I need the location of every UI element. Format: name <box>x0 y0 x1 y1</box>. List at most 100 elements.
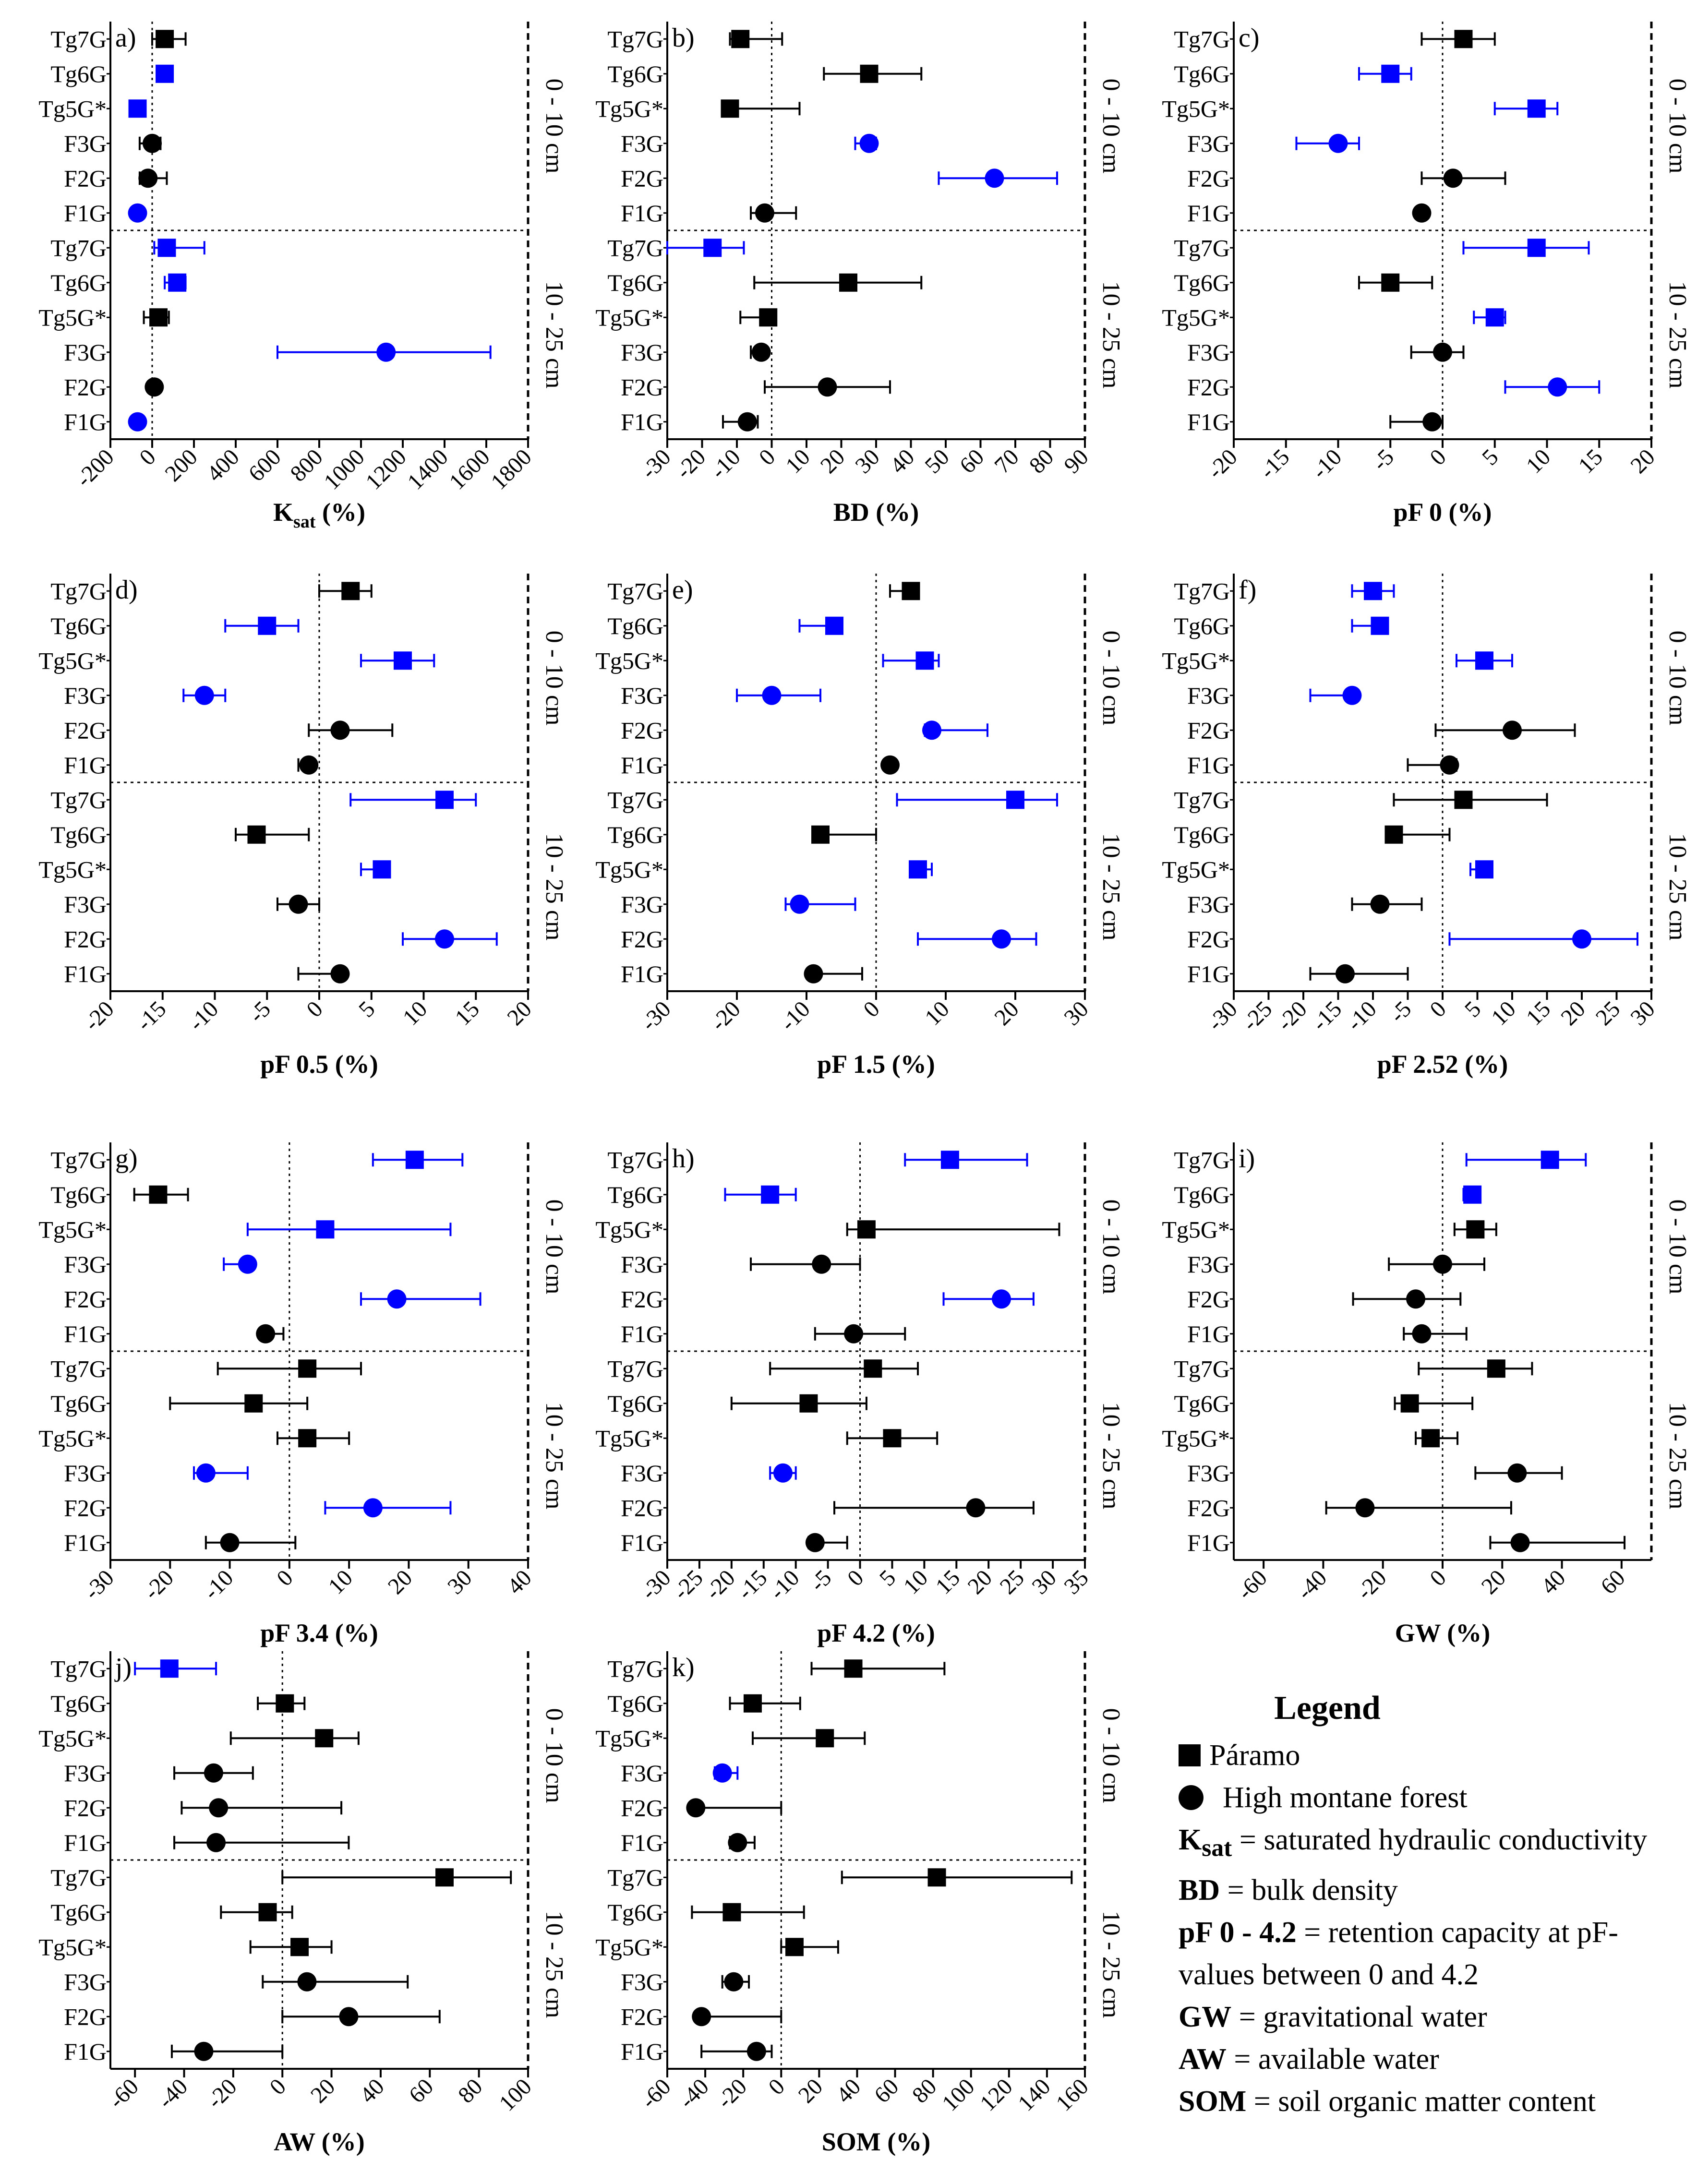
y-category-label: F2G <box>1187 925 1230 952</box>
y-category-label: F3G <box>64 130 107 157</box>
x-tick-label: -30 <box>1203 996 1242 1036</box>
x-axis-title: Ksat (%) <box>273 498 365 532</box>
data-point-square <box>315 1729 334 1748</box>
y-category-label: F3G <box>621 1251 663 1278</box>
panel-c: c) -20 -15 -10 -5 0 5 10 15 20 pF 0 (%) 0 - 10 cm 10… <box>1162 22 1691 527</box>
data-point-circle <box>144 377 164 397</box>
data-point-square <box>940 1151 959 1169</box>
x-tick-label: -10 <box>765 1565 805 1605</box>
y-category-label: F1G <box>64 960 107 987</box>
x-tick-label: 20 <box>1556 996 1590 1030</box>
panel-letter: e) <box>672 575 693 605</box>
y-category-label: F3G <box>621 1968 663 1995</box>
depth-label: 10 - 25 cm <box>541 833 568 941</box>
data-point-square <box>316 1220 335 1239</box>
y-category-label: F1G <box>621 1529 663 1556</box>
y-category-label: F1G <box>64 1320 107 1347</box>
data-point-square <box>435 1868 454 1887</box>
y-category-label: Tg7G <box>607 1864 663 1891</box>
y-category-label: Tg6G <box>607 269 663 296</box>
data-point-square <box>864 1359 882 1378</box>
data-point-square <box>759 308 778 327</box>
y-category-label: F3G <box>64 1251 107 1278</box>
x-tick-label: 120 <box>975 2074 1017 2116</box>
y-category-label: F1G <box>64 408 107 435</box>
x-tick-label: -60 <box>1232 1565 1272 1605</box>
x-tick-label: 0 <box>842 1565 868 1591</box>
data-point-square <box>1475 860 1493 879</box>
legend-def-aw: AW = available water <box>1179 2043 1439 2076</box>
y-category-label: F3G <box>1187 1460 1230 1487</box>
y-category-label: Tg5G* <box>1162 1425 1230 1452</box>
x-tick-label: -5 <box>244 996 276 1028</box>
x-tick-label: 400 <box>202 444 244 486</box>
y-category-label: F2G <box>621 925 663 952</box>
data-point-circle <box>1440 755 1459 775</box>
data-point-circle <box>692 2007 711 2027</box>
y-category-label: F1G <box>1187 1320 1230 1347</box>
y-category-label: F3G <box>621 1760 663 1787</box>
x-tick-label: 30 <box>850 444 884 478</box>
data-point-circle <box>1406 1289 1426 1309</box>
data-point-square <box>1381 273 1400 292</box>
y-category-label: Tg7G <box>1174 577 1230 604</box>
x-tick-label: 80 <box>453 2074 487 2108</box>
x-tick-label: -20 <box>1272 996 1312 1036</box>
y-category-label: Tg5G* <box>1162 1216 1230 1243</box>
data-point-square <box>160 1659 179 1678</box>
x-tick-label: 140 <box>1013 2074 1055 2116</box>
y-category-label: Tg5G* <box>1162 304 1230 331</box>
x-tick-label: -40 <box>1292 1565 1332 1605</box>
panel-f: f) -30-25-20-15-10 -5 0 5 10 15 20 25 30 pF 2.52 (… <box>1162 574 1691 1079</box>
data-point-square <box>258 616 277 635</box>
x-tick-label: 10 <box>920 996 954 1030</box>
data-point-square <box>290 1938 309 1956</box>
data-point-circle <box>1422 412 1442 432</box>
x-tick-label: -10 <box>775 996 815 1036</box>
y-category-label: F1G <box>621 200 663 227</box>
data-point-square <box>298 1359 317 1378</box>
x-tick-label: 10 <box>324 1565 358 1599</box>
data-point-square <box>1475 651 1493 670</box>
x-tick-label: 0 <box>1425 444 1451 470</box>
data-point-circle <box>1443 168 1463 188</box>
data-point-circle <box>363 1498 383 1518</box>
data-point-circle <box>206 1833 226 1852</box>
data-point-circle <box>1503 720 1522 740</box>
depth-label: 10 - 25 cm <box>541 281 568 389</box>
y-category-label: Tg6G <box>1174 1181 1230 1208</box>
y-category-label: Tg7G <box>50 786 107 813</box>
y-category-label: F3G <box>1187 130 1230 157</box>
x-tick-label: -5 <box>1385 996 1417 1028</box>
data-point-circle <box>859 133 879 153</box>
y-category-label: Tg5G* <box>1162 647 1230 674</box>
y-category-label: F2G <box>1187 165 1230 192</box>
data-point-circle <box>1336 964 1355 984</box>
y-category-label: Tg5G* <box>595 1425 663 1452</box>
depth-label: 10 - 25 cm <box>1097 1402 1125 1510</box>
data-point-square <box>915 651 934 670</box>
x-tick-label: -5 <box>805 1565 837 1596</box>
x-tick-label: -60 <box>104 2074 144 2113</box>
y-category-label: F2G <box>1187 1494 1230 1521</box>
data-point-square <box>168 273 187 292</box>
x-tick-label: 10 <box>398 996 432 1030</box>
y-category-label: F3G <box>64 891 107 918</box>
data-point-circle <box>992 929 1011 949</box>
x-tick-label: -20 <box>1352 1565 1392 1605</box>
y-category-label: Tg5G* <box>595 1933 663 1960</box>
x-tick-label: 20 <box>989 996 1023 1030</box>
y-category-label: F2G <box>64 925 107 952</box>
y-category-label: F3G <box>64 339 107 366</box>
x-tick-label: 600 <box>243 444 286 486</box>
panel-letter: h) <box>672 1144 695 1174</box>
x-tick-label: 0 <box>301 996 327 1022</box>
panel-letter: a) <box>115 23 136 53</box>
data-point-square <box>258 1903 277 1921</box>
data-point-circle <box>204 1763 223 1783</box>
data-point-circle <box>1548 377 1567 397</box>
y-category-label: Tg7G <box>50 1655 107 1682</box>
data-point-circle <box>330 720 350 740</box>
panel-letter: g) <box>115 1144 138 1174</box>
y-category-label: Tg6G <box>50 821 107 848</box>
